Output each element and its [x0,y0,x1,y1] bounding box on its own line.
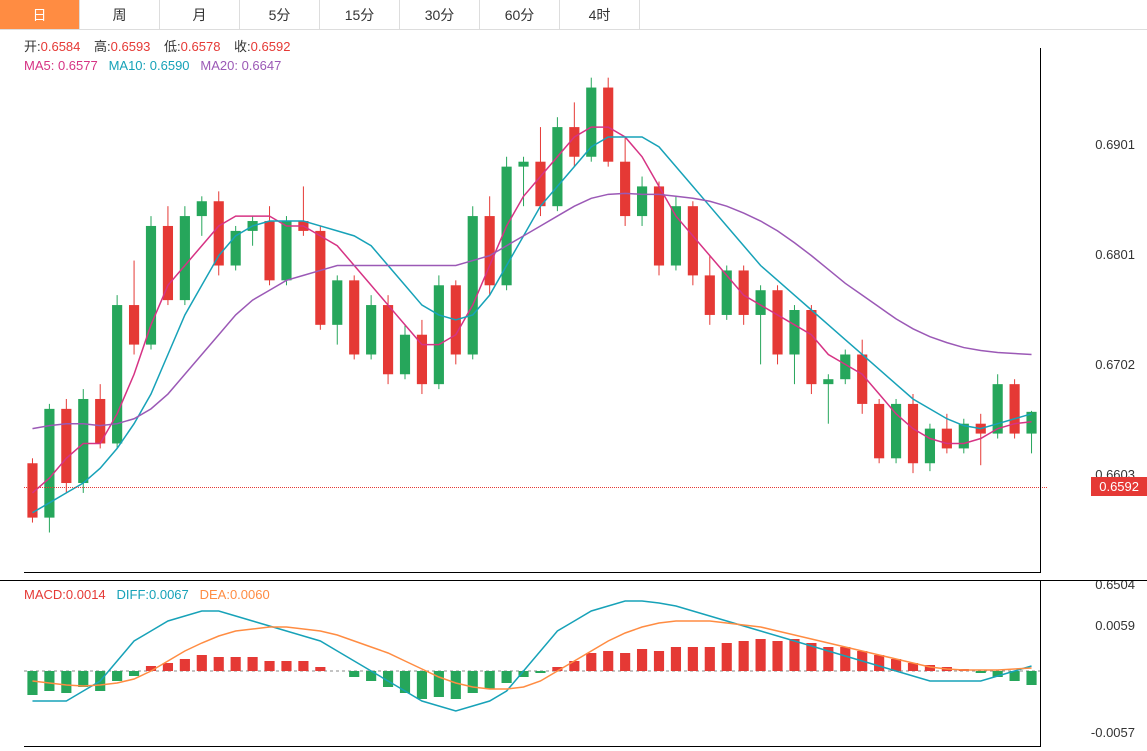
current-price-line [24,487,1047,488]
price-axis: 0.69010.68010.67020.66030.6504 [1047,30,1147,580]
chart-x-axis [24,572,1040,573]
candlestick-chart[interactable] [0,0,1040,580]
macd-bottom-axis [24,746,1040,747]
price-axis-label: 0.6801 [1095,247,1135,262]
macd-panel: MACD:0.0014 DIFF:0.0067 DEA:0.0060 0.005… [0,580,1147,746]
macd-axis-high: 0.0059 [1095,618,1135,633]
price-axis-label: 0.6901 [1095,137,1135,152]
macd-y-axis [1040,581,1041,747]
macd-axis-low: -0.0057 [1091,725,1135,740]
current-price-tag: 0.6592 [1091,477,1147,496]
macd-chart[interactable] [0,581,1040,747]
price-axis-label: 0.6702 [1095,357,1135,372]
chart-y-axis [1040,48,1041,573]
